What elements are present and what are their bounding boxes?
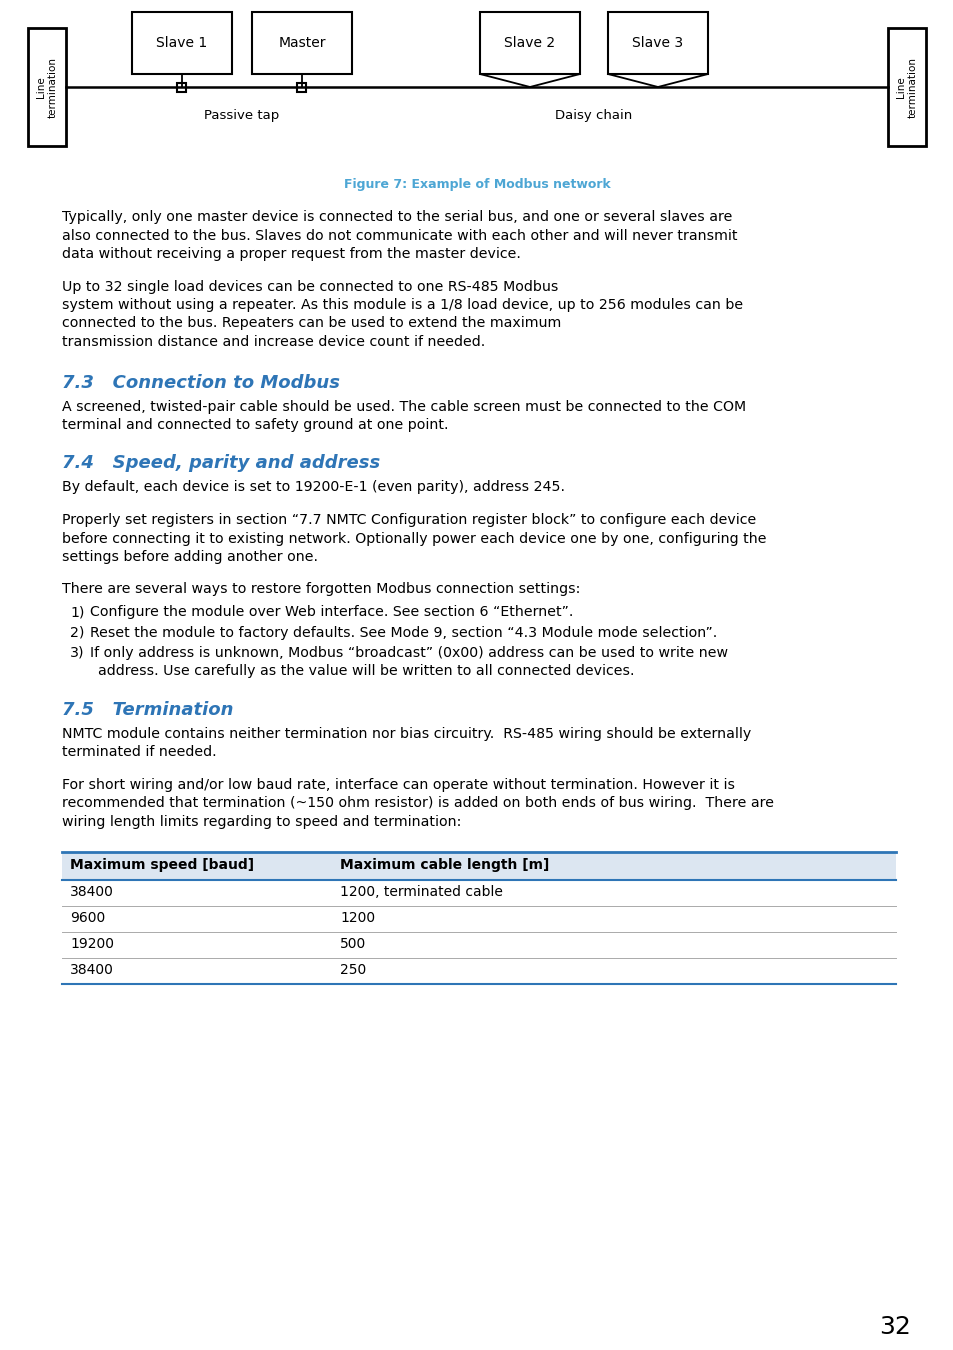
Bar (887, 28, 925, 146)
Text: Slave 2: Slave 2 (504, 36, 555, 50)
Text: 9600: 9600 (70, 911, 105, 926)
Text: 32: 32 (878, 1315, 910, 1339)
Bar (297, 82, 306, 92)
Bar (28, 28, 66, 146)
Text: Figure 7: Example of Modbus network: Figure 7: Example of Modbus network (343, 178, 610, 190)
Text: system without using a repeater. As this module is a 1/8 load device, up to 256 : system without using a repeater. As this… (62, 298, 742, 312)
Text: Properly set registers in section “7.7 NMTC Configuration register block” to con: Properly set registers in section “7.7 N… (62, 513, 756, 526)
Text: transmission distance and increase device count if needed.: transmission distance and increase devic… (62, 335, 485, 350)
Text: Reset the module to factory defaults. See Mode 9, section “4.3 Module mode selec: Reset the module to factory defaults. Se… (90, 625, 717, 640)
Text: 3): 3) (70, 647, 85, 660)
Bar (479, 12, 579, 74)
Bar (62, 852, 895, 879)
Text: 19200: 19200 (70, 937, 113, 952)
Text: 7.3   Connection to Modbus: 7.3 Connection to Modbus (62, 374, 339, 392)
Text: 1200: 1200 (339, 911, 375, 926)
Text: 1200, terminated cable: 1200, terminated cable (339, 886, 502, 899)
Text: A screened, twisted-pair cable should be used. The cable screen must be connecte: A screened, twisted-pair cable should be… (62, 400, 745, 413)
Text: 7.4   Speed, parity and address: 7.4 Speed, parity and address (62, 455, 380, 472)
Text: Master: Master (278, 36, 325, 50)
Text: Slave 1: Slave 1 (156, 36, 208, 50)
Text: connected to the bus. Repeaters can be used to extend the maximum: connected to the bus. Repeaters can be u… (62, 316, 560, 331)
Text: recommended that termination (~150 ohm resistor) is added on both ends of bus wi: recommended that termination (~150 ohm r… (62, 796, 773, 810)
Text: 2): 2) (70, 625, 84, 640)
Text: also connected to the bus. Slaves do not communicate with each other and will ne: also connected to the bus. Slaves do not… (62, 228, 737, 243)
Text: 38400: 38400 (70, 886, 113, 899)
Text: settings before adding another one.: settings before adding another one. (62, 549, 317, 564)
Bar (252, 12, 352, 74)
Bar (62, 931, 895, 957)
Text: Up to 32 single load devices can be connected to one RS-485 Modbus: Up to 32 single load devices can be conn… (62, 279, 558, 293)
Text: Daisy chain: Daisy chain (555, 109, 632, 122)
Text: terminated if needed.: terminated if needed. (62, 745, 216, 760)
Text: terminal and connected to safety ground at one point.: terminal and connected to safety ground … (62, 418, 448, 432)
Text: 1): 1) (70, 605, 84, 620)
Bar (607, 12, 707, 74)
Text: data without receiving a proper request from the master device.: data without receiving a proper request … (62, 247, 520, 261)
Text: By default, each device is set to 19200-E-1 (even parity), address 245.: By default, each device is set to 19200-… (62, 481, 564, 494)
Text: Typically, only one master device is connected to the serial bus, and one or sev: Typically, only one master device is con… (62, 211, 732, 224)
Text: 7.5   Termination: 7.5 Termination (62, 701, 233, 720)
Bar (177, 82, 186, 92)
Text: Line
termination: Line termination (895, 57, 917, 117)
Text: Configure the module over Web interface. See section 6 “Ethernet”.: Configure the module over Web interface.… (90, 605, 573, 620)
Text: Maximum speed [baud]: Maximum speed [baud] (70, 859, 253, 872)
Text: Slave 3: Slave 3 (632, 36, 683, 50)
Bar (62, 957, 895, 984)
Text: before connecting it to existing network. Optionally power each device one by on: before connecting it to existing network… (62, 532, 765, 545)
Bar (62, 879, 895, 906)
Text: NMTC module contains neither termination nor bias circuitry.  RS-485 wiring shou: NMTC module contains neither termination… (62, 728, 750, 741)
Text: Line
termination: Line termination (36, 57, 58, 117)
Text: address. Use carefully as the value will be written to all connected devices.: address. Use carefully as the value will… (98, 664, 634, 679)
Text: There are several ways to restore forgotten Modbus connection settings:: There are several ways to restore forgot… (62, 582, 579, 597)
Bar (62, 906, 895, 931)
Bar (132, 12, 232, 74)
Text: Passive tap: Passive tap (204, 109, 279, 122)
Text: Maximum cable length [m]: Maximum cable length [m] (339, 859, 549, 872)
Text: 500: 500 (339, 937, 366, 952)
Text: If only address is unknown, Modbus “broadcast” (0x00) address can be used to wri: If only address is unknown, Modbus “broa… (90, 647, 727, 660)
Text: 250: 250 (339, 964, 366, 977)
Text: wiring length limits regarding to speed and termination:: wiring length limits regarding to speed … (62, 815, 461, 829)
Text: 38400: 38400 (70, 964, 113, 977)
Text: For short wiring and/or low baud rate, interface can operate without termination: For short wiring and/or low baud rate, i… (62, 778, 734, 792)
